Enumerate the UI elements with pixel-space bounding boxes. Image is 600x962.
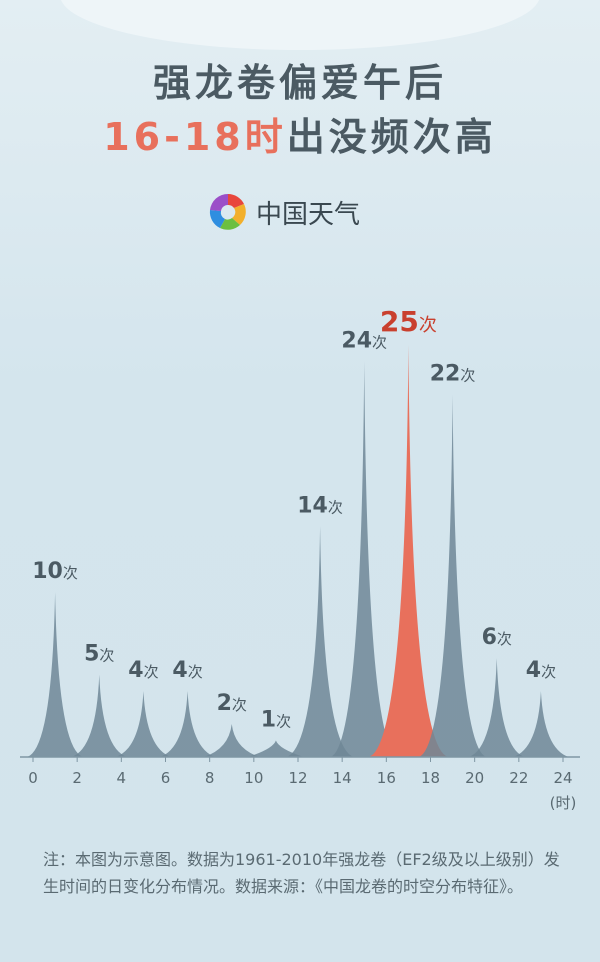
brand: 中国天气 [208,192,360,232]
data-label: 4次 [172,658,202,683]
title-line1: 强龙卷偏爱午后 [152,61,447,105]
title-line2: 16-18时出没频次高 [0,106,600,161]
data-label: 10次 [32,559,78,584]
x-tick-label: 12 [288,769,307,787]
x-tick-label: 4 [117,769,127,787]
title-highlight: 16-18时 [103,115,287,159]
data-label: 24次 [341,328,387,353]
data-label: 22次 [430,361,476,386]
peak [115,691,172,757]
x-tick-label: 16 [377,769,396,787]
x-tick-label: 20 [465,769,484,787]
x-tick-label: 8 [205,769,215,787]
peak [247,740,304,757]
peak [203,724,260,757]
peak [159,691,216,757]
x-tick-label: 2 [72,769,82,787]
footnote: 注：本图为示意图。数据为1961-2010年强龙卷（EF2级及以上级别）发生时间… [43,850,560,896]
x-tick-label: 0 [28,769,38,787]
data-label: 25次 [380,305,437,338]
title-rest: 出没频次高 [286,115,497,159]
peak [286,526,355,757]
x-tick-label: 18 [421,769,440,787]
peak-highlight [368,345,449,757]
data-label: 5次 [84,642,114,667]
x-tick-label: 14 [333,769,352,787]
peak [330,361,399,757]
brand-name: 中国天气 [256,199,361,230]
data-label: 6次 [482,625,512,650]
data-label: 2次 [217,691,247,716]
x-tick-label: 10 [244,769,263,787]
x-tick-label: 6 [161,769,171,787]
data-label: 14次 [297,493,343,518]
peak [512,691,569,757]
x-tick-label: 24 [553,769,572,787]
peak [71,674,128,757]
peak [418,394,487,757]
data-label: 4次 [128,658,158,683]
data-label: 1次 [261,708,291,733]
peak [27,592,84,757]
data-label: 4次 [526,658,556,683]
x-axis-label: (时) [550,794,577,812]
swirl-logo-icon [209,193,246,230]
peak [468,658,525,757]
x-tick-label: 22 [509,769,528,787]
